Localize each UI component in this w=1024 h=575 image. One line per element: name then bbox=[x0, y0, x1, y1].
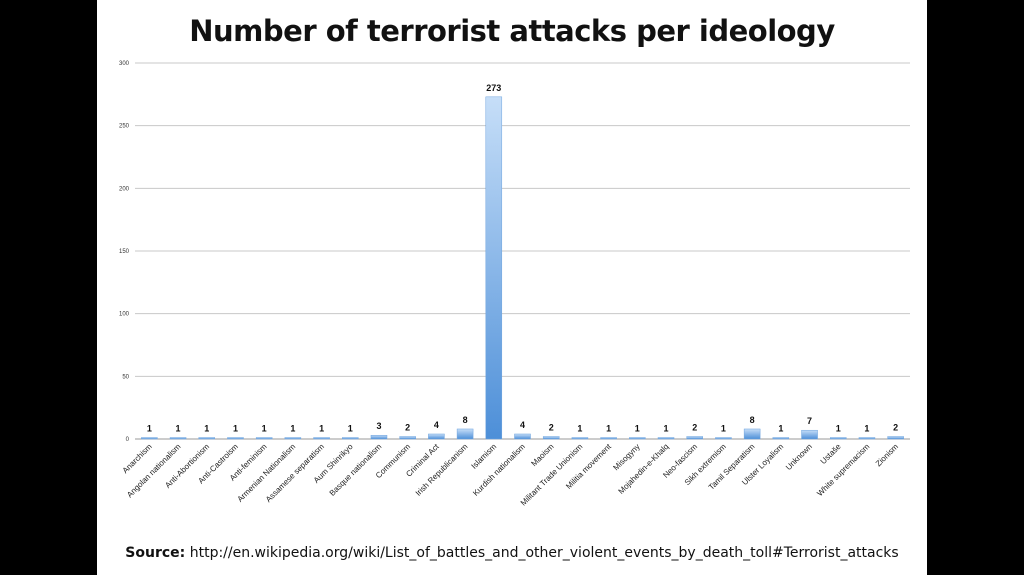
data-label: 1 bbox=[147, 424, 152, 434]
data-label: 1 bbox=[635, 424, 640, 434]
bar bbox=[801, 429, 818, 440]
data-label: 2 bbox=[692, 422, 697, 432]
y-tick-label: 150 bbox=[119, 249, 130, 255]
y-tick-label: 100 bbox=[119, 312, 130, 318]
data-label: 4 bbox=[520, 420, 525, 430]
data-label: 8 bbox=[750, 415, 755, 425]
bar bbox=[284, 437, 302, 440]
x-tick-label: Ustaše bbox=[819, 442, 843, 466]
x-tick-label: Mojahedin-e-Khalq bbox=[617, 442, 671, 496]
data-label: 4 bbox=[434, 420, 439, 430]
data-label: 1 bbox=[204, 424, 209, 434]
bar bbox=[342, 437, 359, 440]
chart-frame: Number of terrorist attacks per ideology… bbox=[97, 0, 927, 575]
bar bbox=[255, 437, 273, 440]
bar bbox=[370, 434, 388, 440]
data-label: 1 bbox=[606, 424, 611, 434]
x-tick-label: Zionism bbox=[874, 442, 900, 468]
data-label: 1 bbox=[664, 424, 669, 434]
source-note: Source: http://en.wikipedia.org/wiki/Lis… bbox=[97, 545, 927, 561]
y-tick-label: 0 bbox=[126, 437, 130, 443]
bar bbox=[657, 437, 675, 440]
bar bbox=[629, 437, 646, 440]
data-labels: 1 1 1 1 1 1 1 1 3 2 4 8 273 4 2 1 1 1 1 2 1 8 1 7 1 1 2 bbox=[147, 83, 898, 434]
bar bbox=[858, 437, 876, 440]
bar bbox=[686, 436, 703, 440]
data-label: 1 bbox=[721, 424, 726, 434]
x-tick-label: White supremacism bbox=[815, 442, 871, 498]
bar bbox=[829, 437, 847, 440]
bar bbox=[313, 437, 330, 440]
bar bbox=[571, 437, 589, 440]
bars bbox=[141, 96, 904, 440]
bar bbox=[772, 437, 790, 440]
y-axis-ticks: 0 50 100 150 200 250 300 bbox=[119, 61, 130, 443]
bar bbox=[399, 436, 416, 440]
x-tick-label: Islamism bbox=[470, 442, 499, 471]
bar bbox=[456, 428, 474, 440]
x-tick-label: Kurdish nationalism bbox=[471, 442, 527, 498]
data-label: 1 bbox=[348, 424, 353, 434]
data-label: 1 bbox=[864, 424, 869, 434]
y-tick-label: 200 bbox=[119, 186, 130, 192]
y-tick-label: 50 bbox=[122, 374, 129, 380]
bar bbox=[428, 433, 445, 440]
chart-title: Number of terrorist attacks per ideology bbox=[189, 14, 835, 48]
data-label: 273 bbox=[486, 83, 501, 93]
bar bbox=[227, 437, 244, 440]
bar bbox=[141, 437, 158, 440]
bar bbox=[198, 437, 216, 440]
source-url: http://en.wikipedia.org/wiki/List_of_bat… bbox=[189, 545, 899, 561]
source-label: Source: bbox=[125, 545, 186, 561]
bar bbox=[887, 436, 904, 440]
x-tick-label: Maoism bbox=[529, 442, 555, 468]
gridlines bbox=[135, 62, 910, 440]
data-label: 1 bbox=[319, 424, 324, 434]
x-tick-label: Irish Republicanism bbox=[414, 442, 470, 498]
data-label: 2 bbox=[549, 422, 554, 432]
data-label: 1 bbox=[290, 424, 295, 434]
bar bbox=[514, 433, 531, 440]
x-tick-label: Basque nationalism bbox=[328, 442, 384, 498]
x-tick-label: Unknown bbox=[784, 442, 814, 472]
data-label: 2 bbox=[405, 422, 410, 432]
bar bbox=[485, 96, 503, 440]
data-label: 2 bbox=[893, 422, 898, 432]
data-label: 1 bbox=[233, 424, 238, 434]
data-label: 1 bbox=[262, 424, 267, 434]
data-label: 1 bbox=[176, 424, 181, 434]
data-label: 1 bbox=[778, 424, 783, 434]
y-tick-label: 250 bbox=[119, 124, 130, 130]
bar bbox=[169, 437, 187, 440]
data-label: 7 bbox=[807, 416, 812, 426]
bar bbox=[743, 428, 761, 440]
x-tick-label: Angolan nationalism bbox=[125, 442, 183, 500]
y-tick-label: 300 bbox=[119, 61, 130, 67]
data-label: 8 bbox=[463, 415, 468, 425]
bar bbox=[715, 437, 732, 440]
data-label: 1 bbox=[577, 424, 582, 434]
bar bbox=[542, 436, 560, 440]
bar bbox=[600, 437, 617, 440]
data-label: 3 bbox=[376, 421, 381, 431]
data-label: 1 bbox=[836, 424, 841, 434]
